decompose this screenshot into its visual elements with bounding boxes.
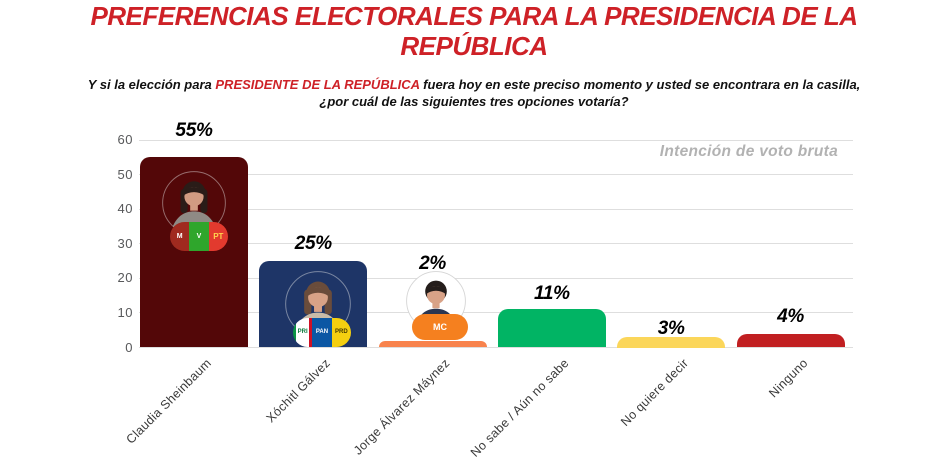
page-title: PREFERENCIAS ELECTORALES PARA LA PRESIDE… — [0, 1, 948, 61]
watermark-note: Intención de voto bruta — [659, 143, 838, 160]
question-suffix: fuera hoy en este preciso momento y uste… — [419, 77, 861, 92]
y-tick-0: 0 — [125, 339, 133, 355]
bar-ninguno — [736, 333, 845, 348]
y-tick-20: 20 — [117, 270, 133, 286]
x-label-xochitl-galvez: Xóchitl Gálvez — [263, 356, 334, 426]
title-line-2: REPÚBLICA — [400, 31, 548, 61]
question-line-2: ¿por cuál de las siguientes tres opcione… — [319, 94, 629, 109]
bar-jorge-alvarez-maynez — [378, 340, 487, 348]
x-label-ninguno: Ninguno — [766, 356, 811, 401]
value-label-ninguno: 4% — [777, 306, 804, 327]
bar-no-quiere-decir — [617, 337, 726, 348]
pt-logo: PT — [208, 221, 228, 251]
x-label-jorge-alvarez-maynez: Jorge Álvarez Máynez — [350, 356, 453, 458]
y-tick-10: 10 — [117, 304, 133, 320]
gridline-60 — [139, 139, 853, 141]
prd-logo: PRD — [331, 317, 351, 347]
mc-logo: MC — [412, 314, 468, 340]
value-label-no-quiere-decir: 3% — [657, 318, 685, 339]
y-tick-40: 40 — [117, 201, 133, 217]
party-logos-jorge-alvarez-maynez: MC — [412, 314, 468, 340]
title-line-1: PREFERENCIAS ELECTORALES PARA LA PRESIDE… — [90, 1, 858, 31]
x-label-no-sabe-aun-no-sabe: No sabe / Aún no sabe — [468, 356, 572, 460]
value-label-xochitl-galvez: 25% — [294, 233, 332, 254]
value-label-jorge-alvarez-maynez: 2% — [419, 253, 447, 274]
survey-question: Y si la elección para PRESIDENTE DE LA R… — [0, 76, 948, 110]
value-label-no-sabe-aun-no-sabe: 11% — [534, 283, 570, 304]
gridline-20 — [139, 277, 853, 279]
pri-logo: PRI — [293, 317, 313, 347]
gridline-30 — [139, 243, 853, 245]
gridline-0 — [139, 347, 853, 348]
party-logos-xochitl-galvez: PRI PAN PRD — [293, 317, 351, 347]
morena-logo: M — [170, 221, 190, 251]
question-highlight: PRESIDENTE DE LA REPÚBLICA — [215, 77, 420, 92]
pan-logo: PAN — [312, 317, 332, 347]
gridline-50 — [139, 174, 853, 176]
x-label-no-quiere-decir: No quiere decir — [618, 356, 692, 430]
y-tick-60: 60 — [117, 132, 133, 147]
y-tick-50: 50 — [117, 166, 133, 182]
y-tick-30: 30 — [117, 235, 133, 251]
gridline-40 — [139, 208, 853, 210]
party-logos-claudia-sheinbaum: M V PT — [170, 221, 228, 251]
bar-no-sabe-aun-no-sabe — [497, 309, 606, 348]
question-prefix: Y si la elección para — [87, 77, 216, 92]
value-label-claudia-sheinbaum: 55% — [175, 120, 213, 141]
gridline-10 — [139, 312, 853, 314]
x-label-claudia-sheinbaum: Claudia Sheinbaum — [123, 356, 214, 447]
pvem-logo: V — [189, 221, 209, 251]
